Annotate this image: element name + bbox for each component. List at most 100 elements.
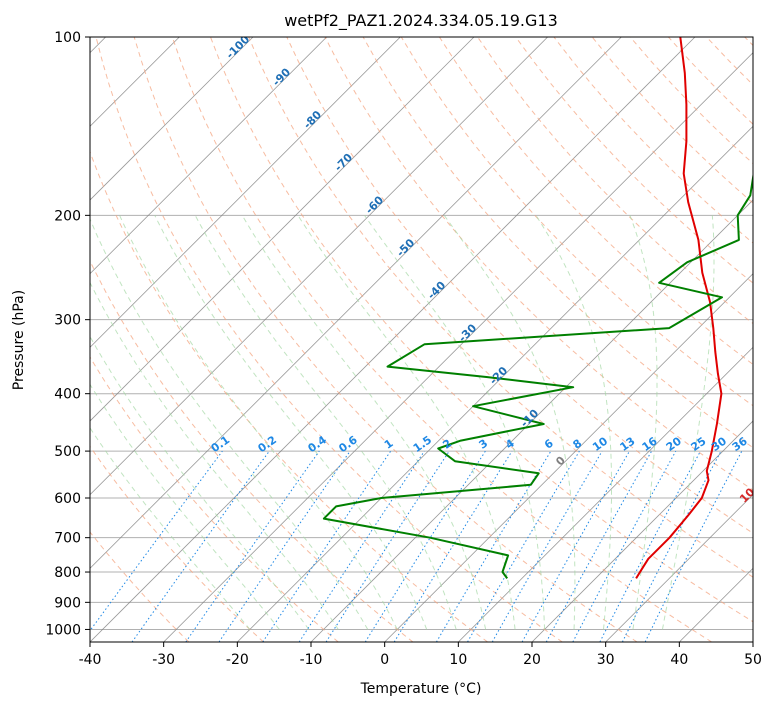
y-tick-label: 400	[54, 387, 81, 403]
x-tick-label: 30	[597, 652, 615, 668]
moist-adiabat-line	[119, 215, 398, 630]
y-tick-label: 500	[54, 444, 81, 460]
isotherm-line	[90, 37, 475, 422]
moist-adiabat-line	[364, 215, 546, 630]
y-tick-label: 300	[54, 313, 81, 329]
y-tick-label: 700	[54, 531, 81, 547]
x-tick-label: -30	[152, 652, 175, 668]
isotherm-line	[90, 37, 401, 348]
x-tick-label: 20	[523, 652, 541, 668]
moist-adiabat-line	[443, 215, 576, 630]
temperature-line	[635, 37, 723, 579]
y-tick-label: 100	[54, 30, 81, 46]
isotherm-label: -50	[394, 236, 417, 259]
mixing-ratio-line	[393, 450, 513, 642]
moist-adiabat-line	[90, 281, 339, 630]
isotherm-line	[237, 125, 753, 642]
dry-adiabat-line	[90, 356, 339, 642]
isotherm-label: -60	[363, 193, 386, 216]
mixing-ratio-line	[545, 450, 653, 642]
isotherm-label: -90	[270, 65, 293, 88]
moist-adiabat-line	[90, 383, 280, 630]
isotherm-line	[605, 494, 753, 642]
moist-adiabat-line	[629, 215, 658, 630]
isotherm-line	[310, 199, 753, 642]
moist-adiabat-line	[194, 215, 457, 630]
mixing-ratio-line	[218, 450, 351, 642]
dry-adiabat-line	[515, 37, 753, 284]
dry-adiabat-line	[744, 37, 753, 47]
dry-adiabat-line	[95, 37, 563, 642]
moist-adiabat-line	[241, 215, 487, 630]
y-tick-label: 800	[54, 565, 81, 581]
mixing-ratio-line	[521, 450, 630, 642]
moist-adiabat-line	[90, 427, 251, 630]
isotherm-line	[90, 37, 622, 569]
mixing-ratio-line	[467, 450, 580, 642]
isotherm-label: -80	[301, 108, 324, 131]
dry-adiabat-line	[400, 37, 753, 407]
dry-adiabat-line	[90, 445, 264, 642]
mixing-ratio-line	[572, 450, 677, 642]
mixing-ratio-label: 1.5	[411, 433, 434, 455]
x-tick-label: 50	[744, 652, 762, 668]
isotherm-line	[384, 273, 753, 642]
moist-adiabat-line	[90, 217, 369, 630]
mixing-ratio-line	[599, 450, 701, 642]
x-axis-title: Temperature (°C)	[360, 681, 482, 697]
moist-adiabat-line	[661, 215, 715, 630]
y-tick-label: 1000	[45, 622, 81, 638]
x-tick-label: 10	[449, 652, 467, 668]
dry-adiabat-line	[668, 37, 753, 125]
dry-adiabat-line	[90, 259, 414, 642]
x-tick-label: 40	[670, 652, 688, 668]
dry-adiabat-line	[438, 37, 753, 366]
isotherm-line	[90, 37, 254, 201]
dry-adiabat-line	[133, 37, 638, 642]
dry-adiabat-label: 10	[737, 485, 757, 505]
chart-title: wetPf2_PAZ1.2024.334.05.19.G13	[284, 11, 558, 31]
dry-adiabat-label: 20	[771, 525, 775, 545]
isotherm-line	[90, 37, 327, 275]
mixing-ratio-label: 0.2	[256, 433, 279, 455]
y-tick-label: 900	[54, 595, 81, 611]
isotherm-label: -20	[487, 364, 510, 387]
dry-adiabat-line	[706, 37, 753, 86]
moist-adiabat-line	[90, 335, 310, 630]
mixing-ratio-label: 0.6	[336, 433, 360, 455]
isotherm-line	[458, 346, 753, 642]
mixing-ratio-line	[644, 450, 743, 642]
mixing-ratio-label: 4	[503, 436, 517, 451]
mixing-ratio-label: 0.1	[209, 433, 232, 455]
isotherm-line	[679, 567, 753, 642]
mixing-ratio-line	[185, 450, 320, 642]
mixing-ratio-line	[325, 450, 450, 642]
mixing-ratio-line	[298, 450, 425, 642]
dry-adiabat-line	[286, 37, 753, 534]
x-tick-label: 0	[380, 652, 389, 668]
dewpoint-line	[322, 171, 753, 579]
isotherm-line	[531, 420, 753, 642]
dry-adiabat-line	[90, 150, 488, 642]
plot-frame	[89, 36, 754, 643]
x-tick-label: -40	[79, 652, 102, 668]
dry-adiabat-line	[553, 37, 753, 244]
y-axis-title: Pressure (hPa)	[11, 290, 27, 390]
isotherm-line	[90, 37, 696, 642]
moist-adiabat-line	[535, 215, 612, 630]
dry-adiabat-line	[591, 37, 753, 204]
y-tick-label: 200	[54, 208, 81, 224]
dry-adiabat-line	[477, 37, 753, 325]
dry-adiabat-line	[90, 531, 190, 642]
x-tick-label: -20	[226, 652, 249, 668]
dry-adiabat-line	[248, 37, 753, 578]
x-tick-label: -10	[300, 652, 323, 668]
moist-adiabat-line	[154, 215, 428, 630]
mixing-ratio-label: 6	[542, 437, 556, 452]
dry-adiabat-line	[210, 37, 753, 623]
mixing-ratio-line	[262, 450, 392, 642]
isotherm-label: -40	[425, 279, 448, 302]
isotherm-line	[90, 37, 548, 496]
moist-adiabat-line	[297, 215, 516, 630]
